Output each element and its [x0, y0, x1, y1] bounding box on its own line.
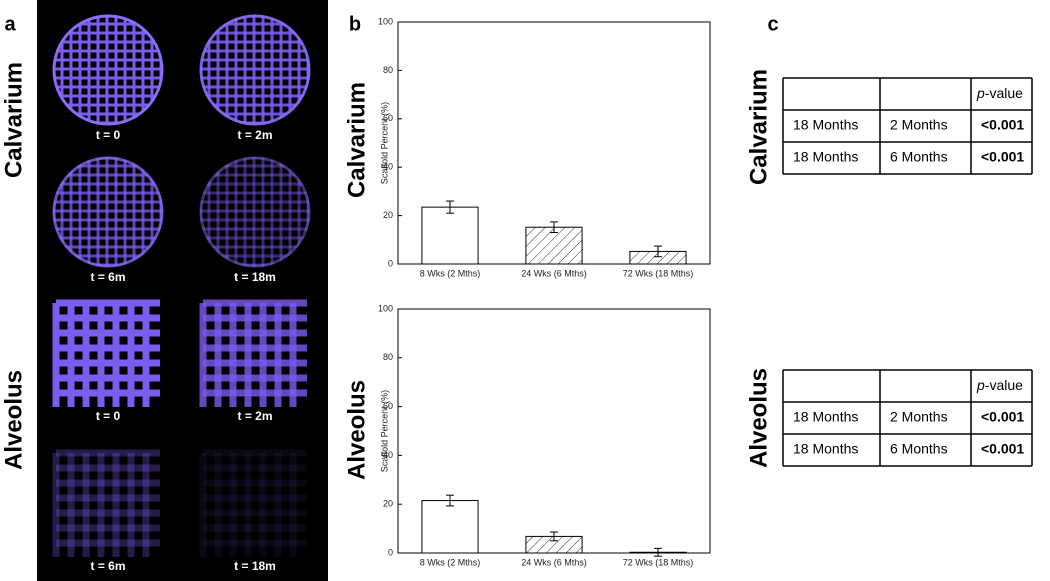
y-tick-label: 100	[378, 303, 393, 313]
image-caption: t = 0	[96, 409, 121, 423]
x-tick-label: 8 Wks (2 Mths)	[420, 268, 481, 278]
y-tick-label: 80	[383, 352, 393, 362]
scaffold-grid	[199, 449, 307, 557]
bar	[421, 500, 479, 554]
table-cell: 18 Months	[793, 441, 858, 457]
scaffold-image	[52, 449, 160, 557]
y-tick-label: 20	[383, 210, 393, 220]
image-caption: t = 18m	[234, 270, 276, 284]
y-axis-title: Scaffold Percent (%)	[379, 102, 389, 184]
y-tick-label: 60	[383, 113, 393, 123]
y-tick-label: 20	[383, 499, 393, 509]
rim	[52, 14, 164, 126]
scaffold-grid	[53, 15, 163, 125]
table-cell: 6 Months	[890, 149, 948, 165]
x-tick-label: 72 Wks (18 Mths)	[623, 268, 694, 278]
scaffold-image	[199, 14, 311, 126]
y-tick-label: 0	[388, 547, 393, 557]
y-tick-label: 60	[383, 401, 393, 411]
table-cell: 18 Months	[793, 409, 858, 425]
bar	[421, 206, 479, 265]
image-caption: t = 6m	[90, 559, 125, 573]
y-tick-label: 80	[383, 65, 393, 75]
row-label: Calvarium	[343, 82, 370, 198]
panel-label: c	[767, 13, 778, 35]
x-tick-label: 8 Wks (2 Mths)	[420, 557, 481, 567]
bar	[525, 226, 583, 265]
y-tick-label: 100	[378, 16, 393, 26]
row-label: Calvarium	[745, 69, 772, 185]
row-label: Alveolus	[343, 380, 370, 480]
rim	[199, 14, 311, 126]
image-caption: t = 2m	[237, 409, 272, 423]
y-tick-label: 40	[383, 450, 393, 460]
x-tick-label: 72 Wks (18 Mths)	[623, 557, 694, 567]
row-label: Alveolus	[0, 370, 27, 470]
y-tick-label: 0	[388, 258, 393, 268]
scaffold-grid	[52, 449, 160, 557]
scaffold-grid	[199, 299, 307, 407]
image-caption: t = 18m	[234, 559, 276, 573]
table-header: p-value	[976, 85, 1023, 101]
table-cell: <0.001	[981, 149, 1024, 165]
table-cell: 2 Months	[890, 117, 948, 133]
image-caption: t = 6m	[90, 270, 125, 284]
scaffold-image	[52, 156, 164, 268]
scaffold-image	[52, 299, 160, 407]
scaffold-image	[199, 299, 307, 407]
scaffold-image	[199, 449, 307, 557]
x-tick-label: 24 Wks (6 Mths)	[521, 557, 587, 567]
table-cell: 6 Months	[890, 441, 948, 457]
table-cell: 2 Months	[890, 409, 948, 425]
panel-label: b	[349, 13, 361, 35]
image-caption: t = 0	[96, 128, 121, 142]
scaffold-image	[52, 14, 164, 126]
table-cell: 18 Months	[793, 117, 858, 133]
scaffold-image	[199, 156, 311, 268]
table-cell: <0.001	[981, 117, 1024, 133]
y-axis-title: Scaffold Percent (%)	[379, 390, 389, 472]
scaffold-images	[52, 14, 311, 557]
image-caption: t = 2m	[237, 128, 272, 142]
table-cell: 18 Months	[793, 149, 858, 165]
rim	[52, 156, 164, 268]
panel-label: a	[4, 13, 16, 35]
row-label: Calvarium	[0, 62, 27, 178]
rim	[199, 156, 311, 268]
row-label: Alveolus	[745, 368, 772, 468]
table-header: p-value	[976, 377, 1023, 393]
table-cell: <0.001	[981, 441, 1024, 457]
x-tick-label: 24 Wks (6 Mths)	[521, 268, 587, 278]
scaffold-grid	[52, 299, 160, 407]
y-tick-label: 40	[383, 162, 393, 172]
table-cell: <0.001	[981, 409, 1024, 425]
